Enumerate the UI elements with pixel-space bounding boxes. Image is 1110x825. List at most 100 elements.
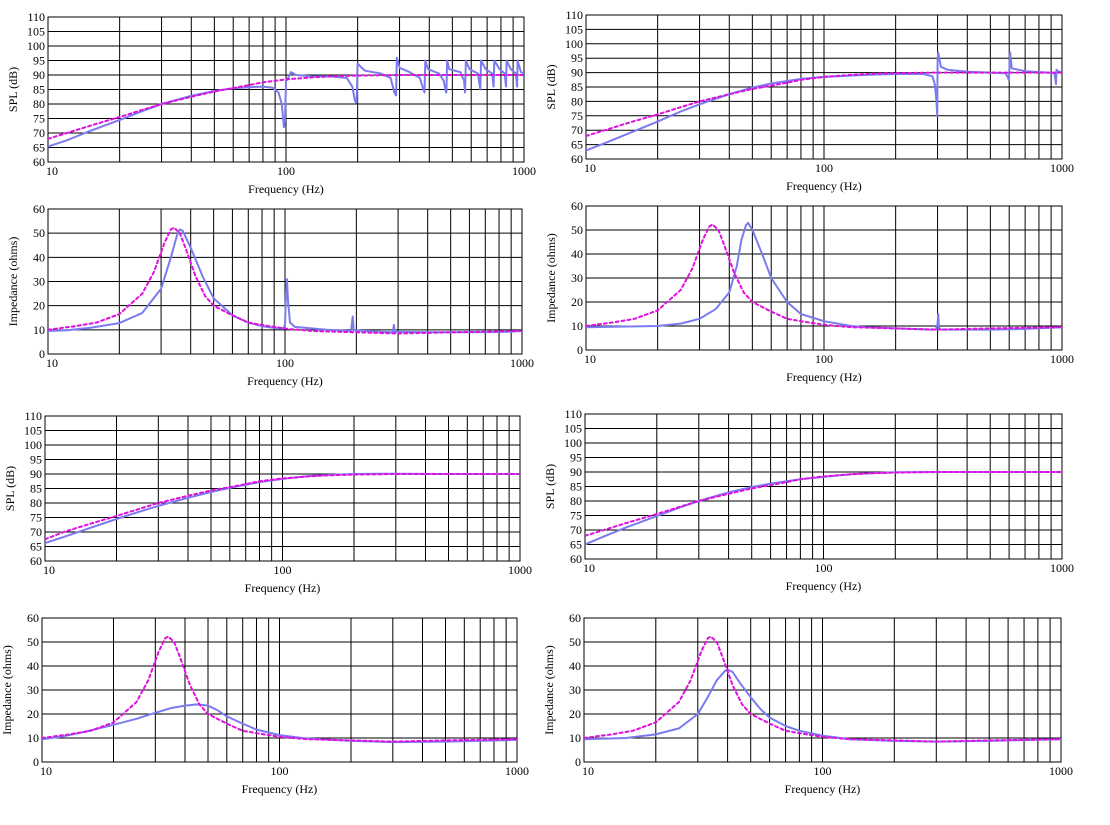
y-tick-label: 10	[27, 731, 39, 745]
y-tick-label: 50	[27, 635, 39, 649]
y-tick-label: 90	[571, 66, 583, 80]
x-tick-label: 1000	[510, 356, 534, 370]
y-tick-label: 30	[569, 683, 581, 697]
x-tick-label: 1000	[505, 764, 529, 778]
y-tick-label: 90	[570, 465, 582, 479]
y-tick-label: 85	[570, 480, 582, 494]
y-tick-label: 100	[565, 37, 583, 51]
y-tick-label: 50	[33, 226, 45, 240]
y-tick-label: 65	[30, 540, 42, 554]
y-tick-label: 50	[571, 223, 583, 237]
y-tick-label: 100	[564, 436, 582, 450]
x-tick-label: 1000	[1050, 561, 1074, 575]
y-tick-label: 10	[33, 323, 45, 337]
plot-frame	[44, 415, 521, 562]
series-solid-line	[48, 228, 522, 334]
y-tick-label: 110	[564, 407, 582, 421]
y-tick-label: 75	[571, 109, 583, 123]
series-dashed-line	[585, 471, 1062, 537]
x-axis-label: Frequency (Hz)	[786, 179, 862, 193]
y-tick-label: 0	[575, 755, 581, 769]
x-tick-label: 10	[46, 164, 58, 178]
y-tick-label: 40	[569, 659, 581, 673]
y-axis-label: SPL (dB)	[543, 464, 557, 509]
x-axis-label: Frequency (Hz)	[247, 374, 323, 388]
y-tick-label: 60	[570, 552, 582, 566]
series-solid-line	[42, 703, 517, 744]
series-solid-line	[586, 221, 1062, 331]
y-tick-label: 60	[571, 152, 583, 166]
y-axis-label: SPL (dB)	[3, 466, 17, 511]
y-tick-label: 60	[569, 611, 581, 625]
y-tick-label: 95	[33, 54, 45, 68]
x-axis-label: Frequency (Hz)	[786, 579, 862, 593]
x-tick-label: 100	[815, 161, 833, 175]
x-tick-label: 1000	[512, 164, 536, 178]
x-tick-label: 100	[277, 164, 295, 178]
x-tick-label: 10	[584, 161, 596, 175]
y-axis-label: Impedance (ohms)	[542, 645, 556, 735]
series-dashed-line	[48, 226, 522, 335]
y-tick-label: 0	[33, 755, 39, 769]
x-tick-label: 1000	[508, 563, 532, 577]
x-tick-label: 1000	[1050, 161, 1074, 175]
plot-frame	[47, 16, 525, 163]
y-tick-label: 30	[27, 683, 39, 697]
y-axis-label: SPL (dB)	[6, 67, 20, 112]
series-dashed-line	[584, 635, 1061, 743]
y-tick-label: 75	[570, 509, 582, 523]
plot-frame	[41, 617, 518, 763]
y-tick-label: 0	[577, 343, 583, 357]
y-tick-label: 95	[571, 51, 583, 65]
plot-frame	[583, 617, 1062, 763]
y-tick-label: 105	[27, 25, 45, 39]
x-tick-label: 10	[583, 561, 595, 575]
y-tick-label: 50	[569, 635, 581, 649]
y-tick-label: 70	[571, 123, 583, 137]
x-tick-label: 100	[815, 561, 833, 575]
x-axis-label: Frequency (Hz)	[786, 370, 862, 384]
y-tick-label: 20	[33, 299, 45, 313]
y-tick-label: 65	[33, 141, 45, 155]
x-tick-label: 10	[46, 356, 58, 370]
y-tick-label: 100	[27, 39, 45, 53]
y-tick-label: 20	[27, 707, 39, 721]
y-tick-label: 60	[27, 611, 39, 625]
y-axis-label: Impedance (ohms)	[0, 645, 14, 735]
y-tick-label: 70	[570, 523, 582, 537]
y-tick-label: 70	[30, 525, 42, 539]
series-dashed-line	[586, 223, 1062, 331]
y-tick-label: 65	[570, 538, 582, 552]
y-tick-label: 60	[33, 155, 45, 169]
y-tick-label: 80	[571, 94, 583, 108]
plot-frame	[584, 413, 1063, 560]
y-tick-label: 80	[33, 97, 45, 111]
x-tick-label: 10	[43, 563, 55, 577]
y-axis-label: Impedance (ohms)	[6, 237, 20, 327]
y-tick-label: 20	[569, 707, 581, 721]
x-tick-label: 100	[274, 563, 292, 577]
series-dashed-line	[48, 74, 524, 140]
y-tick-label: 10	[569, 731, 581, 745]
x-tick-label: 100	[276, 356, 294, 370]
y-tick-label: 65	[571, 138, 583, 152]
series-dashed-line	[42, 635, 517, 743]
plot-frame	[585, 14, 1063, 160]
y-tick-label: 80	[30, 496, 42, 510]
x-axis-label: Frequency (Hz)	[248, 182, 324, 196]
x-tick-label: 1000	[1049, 764, 1073, 778]
y-tick-label: 105	[564, 422, 582, 436]
y-tick-label: 10	[571, 319, 583, 333]
x-tick-label: 1000	[1050, 352, 1074, 366]
x-tick-label: 10	[582, 764, 594, 778]
y-tick-label: 70	[33, 126, 45, 140]
y-tick-label: 20	[571, 295, 583, 309]
y-tick-label: 75	[33, 112, 45, 126]
y-tick-label: 105	[565, 22, 583, 36]
y-axis-label: Impedance (ohms)	[544, 233, 558, 323]
y-tick-label: 60	[33, 202, 45, 216]
y-tick-label: 80	[570, 494, 582, 508]
